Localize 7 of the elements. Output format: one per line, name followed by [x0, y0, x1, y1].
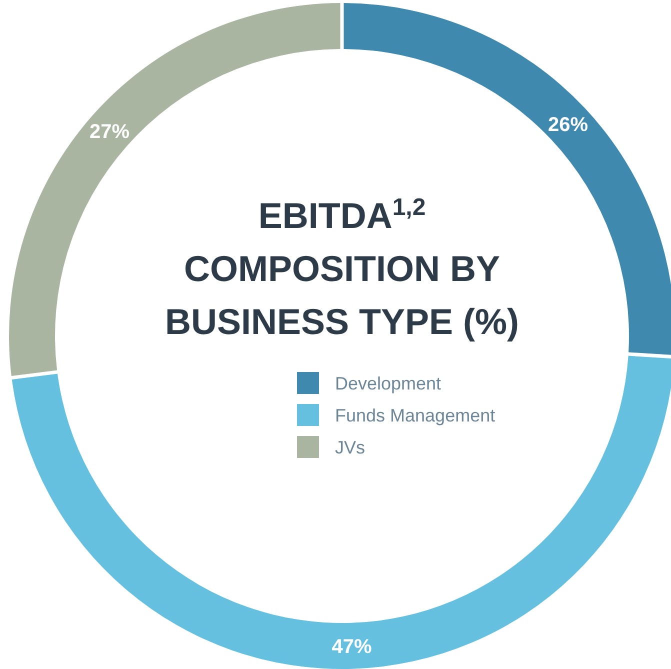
legend-label: Development: [335, 373, 442, 394]
legend-label: JVs: [335, 437, 366, 458]
data-label: 27%: [89, 120, 130, 143]
text: EBITDA$^{1,2}$ COMPOSITION BY BUSINESS TYPE (%): [164, 194, 520, 342]
data-label: 26%: [548, 114, 588, 136]
legend-label: Funds Management: [335, 405, 496, 426]
data-label: 47%: [332, 636, 372, 658]
